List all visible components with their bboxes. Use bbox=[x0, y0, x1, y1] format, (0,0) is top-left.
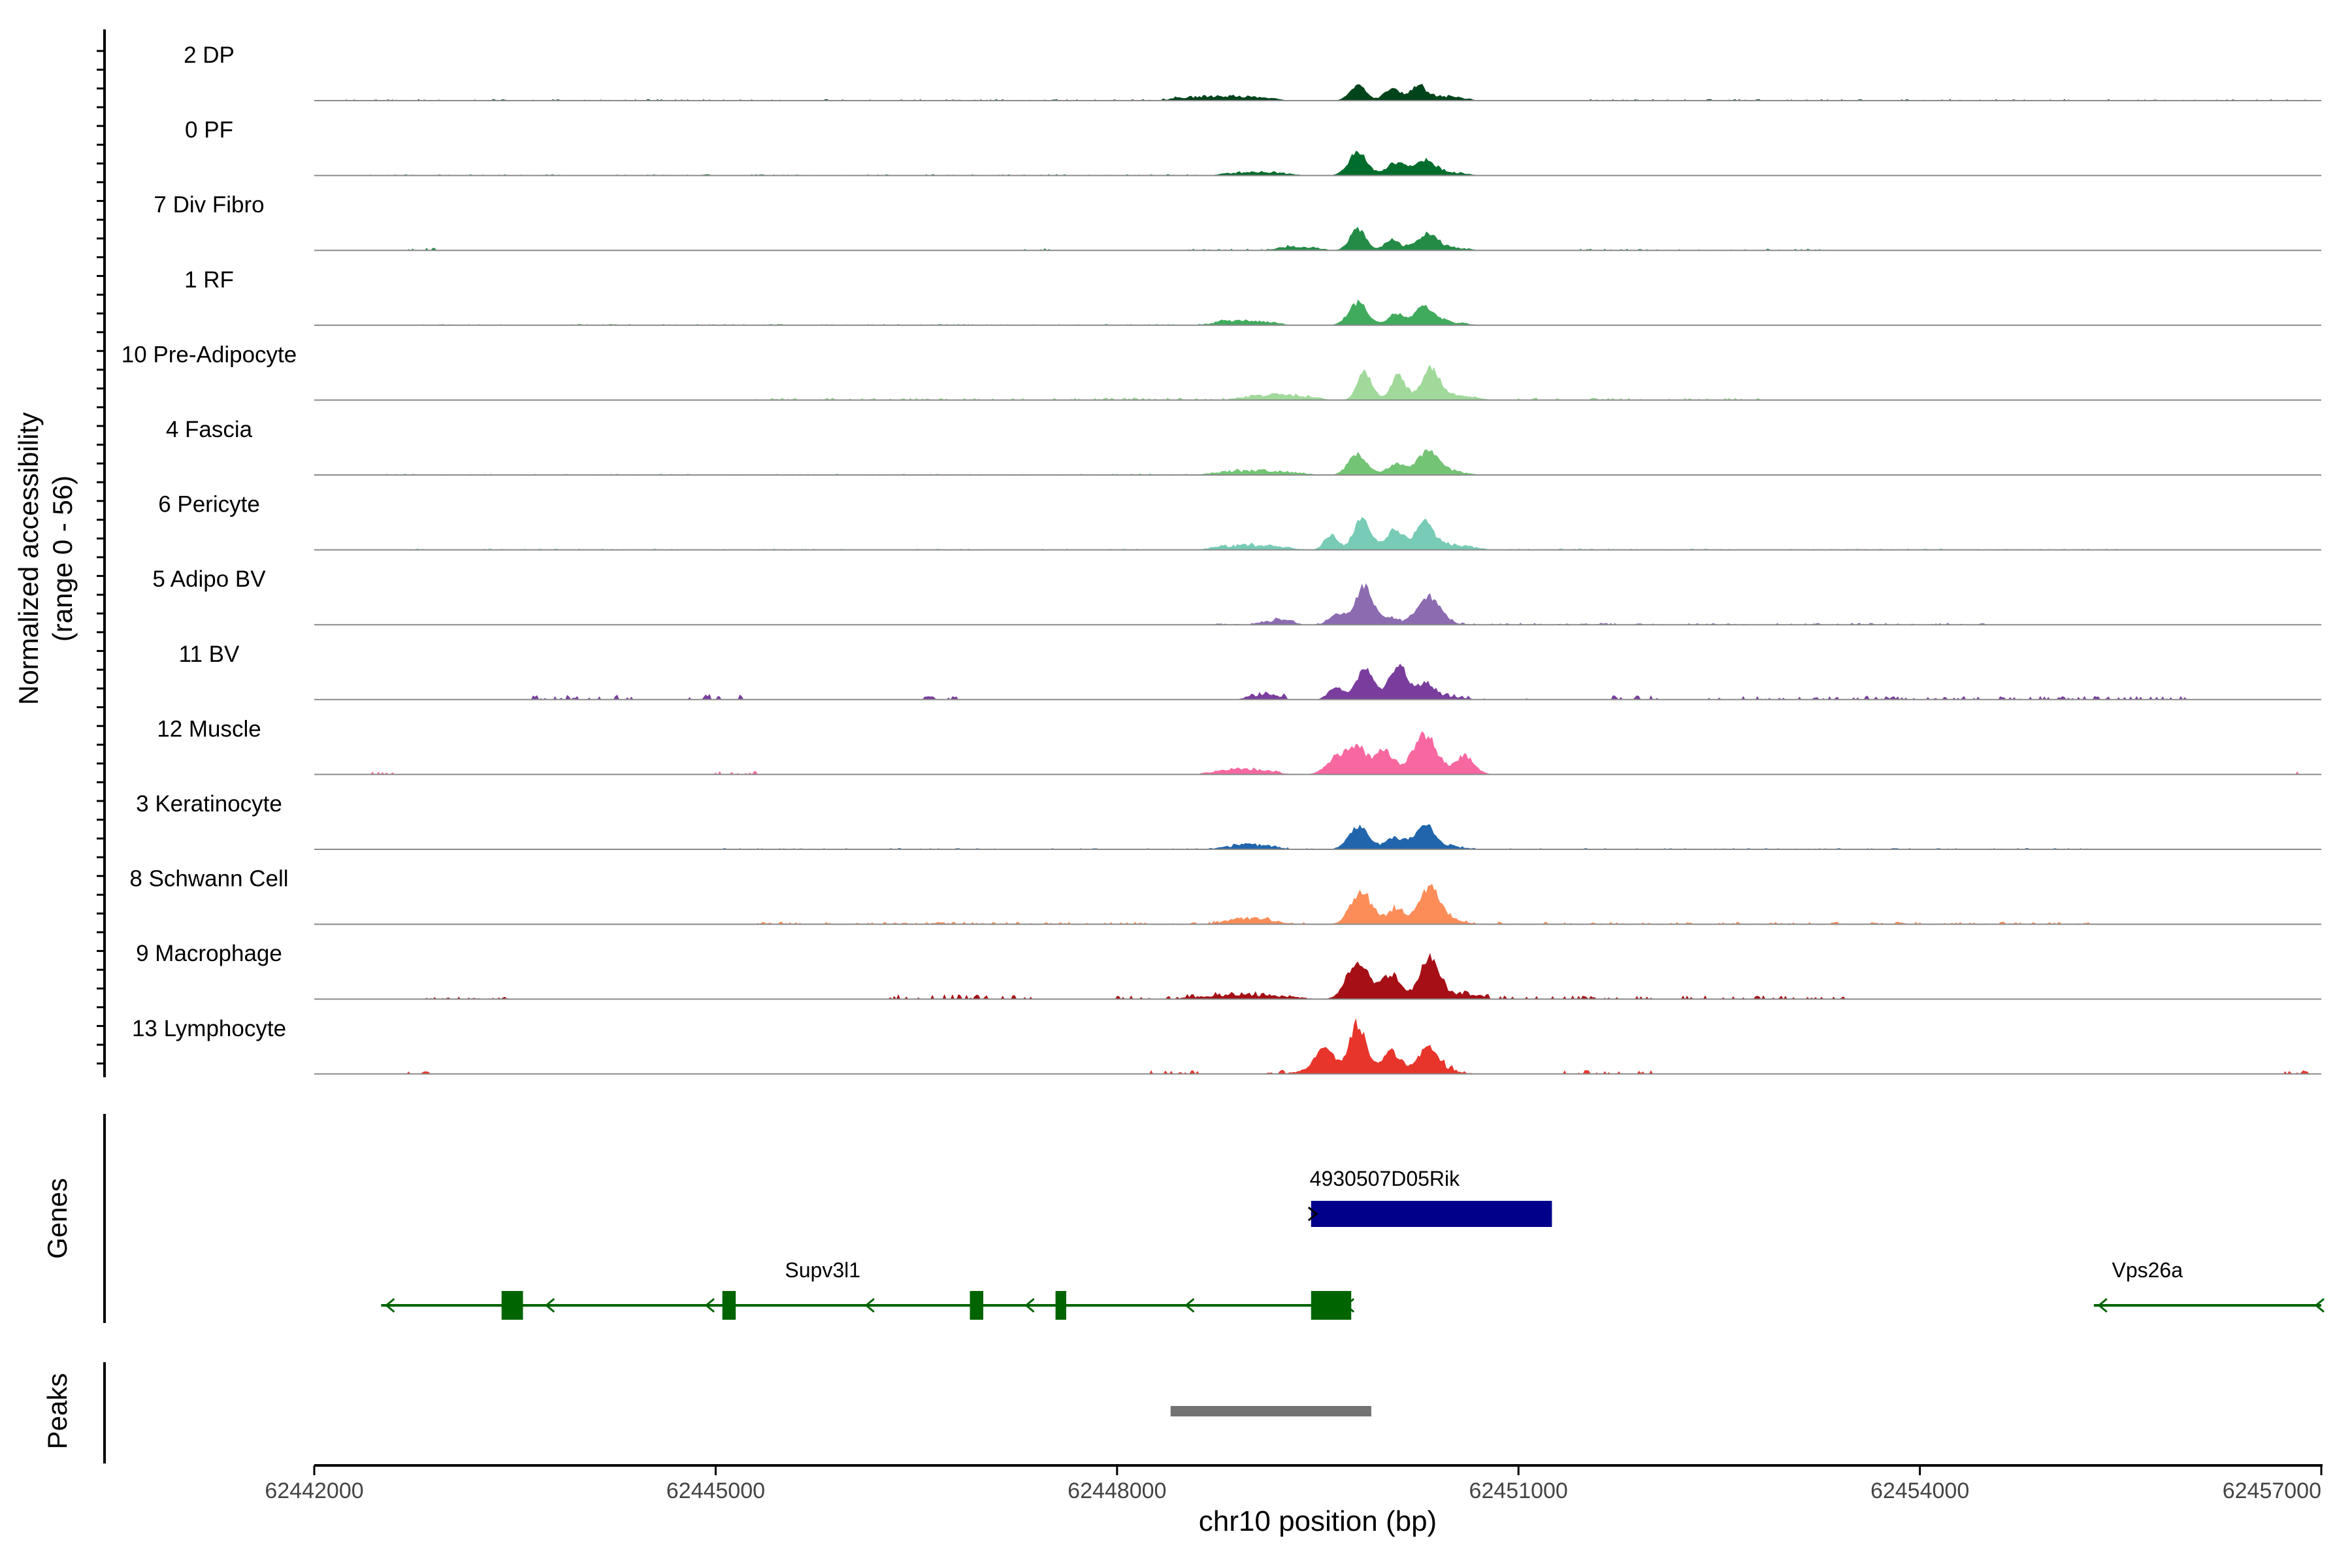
track-label: 4 Fascia bbox=[166, 417, 253, 442]
strand-arrow bbox=[544, 1298, 555, 1313]
track-label: 6 Pericyte bbox=[158, 492, 260, 517]
coverage-area bbox=[314, 825, 2321, 849]
strand-arrow bbox=[1344, 1298, 1355, 1313]
track-label: 9 Macrophage bbox=[136, 941, 282, 966]
strand-arrow bbox=[1307, 1206, 1318, 1222]
coverage-area bbox=[314, 150, 2321, 176]
peaks-track-label: Peaks bbox=[42, 1373, 73, 1450]
track-label: 1 RF bbox=[184, 267, 234, 293]
track-5: 4 Fascia bbox=[166, 417, 2321, 476]
x-tick-label: 62451000 bbox=[1469, 1478, 1568, 1503]
coverage-area bbox=[314, 299, 2321, 325]
track-label: 13 Lymphocyte bbox=[132, 1016, 286, 1041]
peak-region bbox=[1170, 1406, 1371, 1416]
coverage-area bbox=[314, 84, 2321, 101]
coverage-tracks: 2 DP 0 PF 7 Div Fibro 1 RF 10 Pre-Adipocyte 4… bbox=[97, 29, 2321, 1077]
x-axis-label: chr10 position (bp) bbox=[1199, 1505, 1437, 1537]
strand-arrow bbox=[2097, 1298, 2108, 1313]
coverage-area bbox=[314, 227, 2321, 251]
coverage-area bbox=[314, 663, 2321, 700]
x-tick-label: 62442000 bbox=[265, 1478, 363, 1503]
y-axis-label-line1: Normalized accessibility bbox=[13, 412, 44, 705]
strand-arrow bbox=[385, 1298, 395, 1313]
track-label: 5 Adipo BV bbox=[152, 566, 266, 592]
track-1: 0 PF bbox=[185, 118, 2321, 176]
gene-Supv3l1: Supv3l1 bbox=[381, 1258, 1355, 1320]
x-tick-label: 62454000 bbox=[1870, 1478, 1969, 1503]
genes-track: 4930507D05Rik Supv3l1 Vps26a bbox=[103, 1114, 2325, 1323]
track-label: 11 BV bbox=[179, 642, 240, 667]
gene-label: 4930507D05Rik bbox=[1310, 1167, 1461, 1190]
x-axis: 62442000 62445000 62448000 62451000 62454000… bbox=[265, 1464, 2323, 1503]
track-12: 9 Macrophage bbox=[136, 941, 2321, 1000]
track-6: 6 Pericyte bbox=[158, 492, 2321, 551]
strand-arrow bbox=[864, 1298, 875, 1313]
gene-4930507D05Rik: 4930507D05Rik bbox=[1307, 1167, 1552, 1227]
track-label: 8 Schwann Cell bbox=[129, 866, 288, 892]
y-axis-label: Normalized accessibility (range 0 - 56) bbox=[13, 412, 78, 705]
x-tick-label: 62448000 bbox=[1068, 1478, 1166, 1503]
coverage-area bbox=[314, 1018, 2321, 1074]
coverage-area bbox=[314, 365, 2321, 400]
coverage-area bbox=[314, 730, 2321, 775]
gene-exon bbox=[722, 1291, 736, 1320]
strand-arrow bbox=[1024, 1298, 1035, 1313]
track-label: 0 PF bbox=[185, 118, 233, 143]
track-label: 10 Pre-Adipocyte bbox=[122, 342, 297, 367]
track-7: 5 Adipo BV bbox=[152, 566, 2321, 626]
coverage-area bbox=[314, 517, 2321, 550]
strand-arrow bbox=[2314, 1298, 2325, 1313]
track-2: 7 Div Fibro bbox=[154, 192, 2321, 252]
track-label: 12 Muscle bbox=[157, 716, 261, 742]
gene-exon bbox=[970, 1291, 983, 1320]
track-0: 2 DP bbox=[184, 42, 2321, 101]
track-4: 10 Pre-Adipocyte bbox=[122, 342, 2321, 401]
gene-label: Vps26a bbox=[2112, 1258, 2183, 1282]
gene-exon bbox=[1055, 1291, 1066, 1320]
strand-arrow bbox=[704, 1298, 715, 1313]
x-tick-label: 62457000 bbox=[2223, 1478, 2321, 1503]
gene-exon bbox=[1311, 1201, 1552, 1227]
x-tick-label: 62445000 bbox=[666, 1478, 765, 1503]
track-label: 7 Div Fibro bbox=[154, 192, 264, 218]
track-13: 13 Lymphocyte bbox=[132, 1016, 2321, 1075]
track-10: 3 Keratinocyte bbox=[136, 791, 2321, 850]
gene-exon bbox=[501, 1291, 523, 1320]
gene-Vps26a: Vps26a bbox=[2093, 1258, 2325, 1313]
track-8: 11 BV bbox=[179, 642, 2321, 700]
coverage-area bbox=[314, 953, 2321, 1000]
genes-track-label: Genes bbox=[42, 1178, 73, 1259]
y-axis-label-line2: (range 0 - 56) bbox=[47, 476, 78, 642]
track-label: 3 Keratinocyte bbox=[136, 791, 282, 817]
track-label: 2 DP bbox=[184, 42, 235, 68]
peaks-track bbox=[103, 1362, 1371, 1463]
coverage-area bbox=[314, 449, 2321, 475]
coverage-area bbox=[314, 583, 2321, 625]
strand-arrow bbox=[1184, 1298, 1195, 1313]
gene-label: Supv3l1 bbox=[785, 1258, 860, 1282]
track-11: 8 Schwann Cell bbox=[129, 866, 2321, 925]
track-3: 1 RF bbox=[184, 267, 2321, 326]
coverage-area bbox=[314, 883, 2321, 924]
track-9: 12 Muscle bbox=[157, 716, 2321, 776]
